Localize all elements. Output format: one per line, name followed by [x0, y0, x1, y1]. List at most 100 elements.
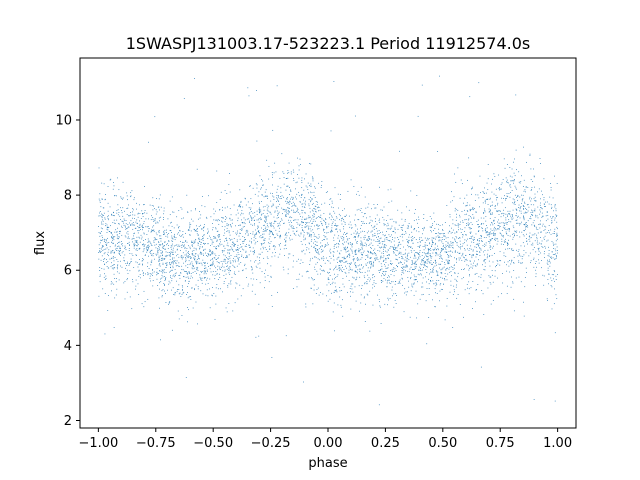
data-point	[424, 262, 426, 264]
data-point	[292, 266, 294, 268]
data-point	[227, 249, 229, 251]
data-point	[143, 221, 145, 222]
data-point	[231, 248, 233, 250]
data-point	[150, 243, 152, 244]
data-point	[548, 253, 550, 255]
data-point	[426, 272, 428, 273]
data-point	[308, 242, 310, 244]
data-point	[111, 241, 113, 243]
data-point	[103, 183, 105, 185]
data-point	[306, 270, 308, 272]
data-point	[524, 202, 526, 204]
data-point	[252, 203, 253, 205]
data-point	[361, 254, 363, 256]
data-point	[470, 233, 471, 234]
data-point	[511, 219, 513, 220]
data-point	[318, 225, 320, 227]
data-point	[271, 294, 273, 296]
data-point	[527, 220, 529, 222]
data-point	[315, 263, 317, 265]
data-point	[265, 229, 267, 231]
data-point	[99, 242, 101, 244]
data-point	[292, 226, 294, 228]
data-point	[388, 228, 390, 230]
data-point	[373, 280, 375, 282]
data-point	[187, 267, 189, 268]
data-point	[174, 269, 176, 270]
data-point	[288, 212, 290, 213]
data-point	[314, 240, 316, 242]
data-point	[336, 246, 337, 248]
data-point	[326, 284, 328, 286]
data-point	[360, 221, 362, 222]
data-point	[168, 233, 170, 234]
data-point	[453, 264, 455, 266]
data-point	[129, 270, 131, 272]
data-point	[311, 199, 313, 200]
data-point	[150, 273, 152, 275]
data-point	[479, 206, 480, 208]
data-point	[555, 275, 557, 277]
data-point	[185, 261, 186, 263]
data-point	[444, 319, 446, 321]
data-point	[336, 291, 338, 293]
data-point	[540, 198, 541, 200]
data-point	[523, 254, 525, 256]
data-point	[418, 253, 420, 255]
data-point	[238, 235, 240, 237]
data-point	[522, 198, 524, 200]
data-point	[514, 234, 515, 236]
data-point	[206, 289, 208, 291]
data-point	[402, 254, 404, 255]
data-point	[269, 248, 271, 250]
data-point	[259, 203, 260, 204]
data-point	[100, 248, 102, 250]
data-point	[105, 278, 107, 280]
data-point	[295, 196, 296, 198]
data-point	[368, 261, 370, 263]
data-point	[324, 262, 326, 264]
data-point	[115, 294, 117, 296]
data-point	[252, 233, 254, 235]
data-point	[321, 266, 322, 267]
data-point	[400, 262, 402, 264]
data-point	[438, 223, 439, 225]
data-point	[547, 279, 549, 280]
data-point	[272, 252, 274, 254]
data-point	[501, 213, 502, 215]
data-point	[313, 191, 315, 193]
data-point	[304, 212, 306, 214]
data-point	[346, 275, 347, 277]
data-point	[254, 193, 256, 195]
data-point	[313, 242, 315, 244]
data-point	[227, 242, 229, 244]
data-point	[376, 236, 377, 238]
data-point	[544, 225, 546, 227]
data-point	[426, 262, 428, 264]
data-point	[426, 220, 428, 222]
data-point	[161, 296, 163, 298]
data-point	[160, 238, 162, 240]
data-point	[157, 248, 159, 249]
data-point	[535, 276, 537, 278]
data-point	[433, 237, 434, 239]
data-point	[166, 264, 168, 266]
data-point	[315, 201, 317, 202]
data-point	[354, 263, 356, 265]
data-point	[212, 253, 214, 255]
data-point	[119, 246, 121, 248]
data-point	[226, 239, 227, 241]
data-point	[267, 198, 269, 199]
data-point	[147, 273, 149, 275]
data-point	[484, 211, 486, 213]
data-point	[530, 262, 531, 264]
data-point	[391, 225, 393, 227]
data-point	[251, 217, 253, 219]
data-point	[410, 278, 411, 280]
data-point	[440, 233, 441, 235]
data-point	[191, 240, 193, 242]
data-point	[321, 258, 323, 260]
data-point	[224, 207, 226, 209]
data-point	[176, 233, 178, 235]
data-point	[197, 261, 199, 263]
